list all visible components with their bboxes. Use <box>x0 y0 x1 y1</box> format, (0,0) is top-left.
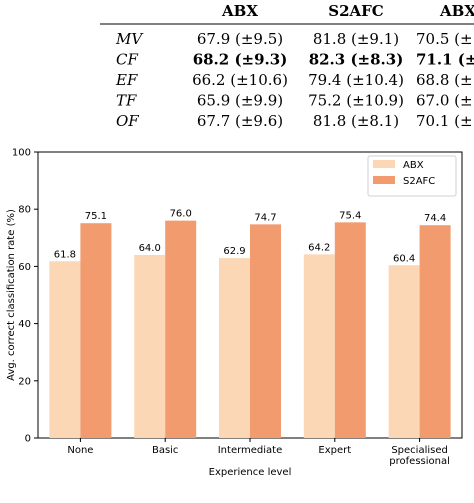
bar-value-label: 64.2 <box>308 242 330 253</box>
table-cell: 65.9 (±9.9) <box>197 92 283 110</box>
bar-abx <box>49 261 81 438</box>
x-tick-label: Specialised <box>391 445 448 456</box>
legend-label: S2AFC <box>403 176 435 187</box>
table-row-label: MV <box>115 30 144 48</box>
bar-value-label: 74.7 <box>254 212 276 223</box>
table-row-label: CF <box>116 51 138 69</box>
table-cell: 81.8 (±8.1) <box>313 112 399 130</box>
x-tick-label: Intermediate <box>218 445 283 456</box>
y-tick-label: 0 <box>25 434 31 445</box>
table-cell: 67.9 (±9.5) <box>197 30 283 48</box>
y-axis-label: Avg. correct classification rate (%) <box>6 209 17 381</box>
table-cell: 81.8 (±9.1) <box>313 30 399 48</box>
bar-abx <box>303 254 335 438</box>
legend-swatch-abx <box>373 160 395 168</box>
table-column-header: ABX <box>221 2 258 20</box>
bar-value-label: 64.0 <box>139 243 161 254</box>
x-tick-label: None <box>67 445 93 456</box>
bar-value-label: 76.0 <box>170 209 192 220</box>
x-tick-label: Basic <box>152 445 178 456</box>
y-tick-label: 60 <box>18 262 31 273</box>
table-column-header: S2AFC <box>328 2 384 20</box>
bar-value-label: 74.4 <box>424 213 446 224</box>
bar-s2afc <box>250 224 281 438</box>
table-column-header: ABX <box>439 2 474 20</box>
bar-s2afc <box>165 220 197 438</box>
results-table: ABX S2AFC ABX MV 67.9 (±9.5) 81.8 (±9.1) 70.5 … <box>100 2 474 130</box>
table-cell: 68.8 (± <box>416 71 473 89</box>
table-cell: 75.2 (±10.9) <box>308 92 404 110</box>
bar-value-label: 62.9 <box>223 246 245 257</box>
y-tick-label: 20 <box>18 376 31 387</box>
y-tick-label: 100 <box>12 148 31 159</box>
legend-swatch-s2afc <box>373 176 395 184</box>
bar-s2afc <box>419 225 451 438</box>
table-cell: 70.5 (± <box>416 30 473 48</box>
x-tick-label: professional <box>389 456 450 467</box>
table-cell: 79.4 (±10.4) <box>308 71 404 89</box>
table-row-label: EF <box>115 71 138 89</box>
table-cell: 66.2 (±10.6) <box>192 71 288 89</box>
x-tick-label: Expert <box>318 445 351 456</box>
table-row-label: OF <box>116 112 139 130</box>
y-tick-label: 80 <box>18 205 31 216</box>
bar-value-label: 75.4 <box>339 210 361 221</box>
bar-value-label: 75.1 <box>85 211 107 222</box>
bar-abx <box>134 254 166 438</box>
table-cell: 82.3 (±8.3) <box>309 51 404 69</box>
bar-value-label: 60.4 <box>393 253 415 264</box>
legend-label: ABX <box>403 160 424 171</box>
table-cell: 71.1 (± <box>416 51 474 69</box>
bar-abx <box>388 265 420 438</box>
table-cell: 68.2 (±9.3) <box>193 51 288 69</box>
bar-abx <box>219 258 250 438</box>
table-cell: 70.1 (± <box>416 112 473 130</box>
bar-s2afc <box>334 222 366 438</box>
x-axis-label: Experience level <box>209 467 292 478</box>
table-row-label: TF <box>116 92 137 110</box>
bar-s2afc <box>80 223 112 438</box>
table-cell: 67.0 (± <box>416 92 473 110</box>
bar-chart-svg: 0 20 40 60 80 100 Avg. correct classification … <box>6 148 463 478</box>
bar-chart: 0 20 40 60 80 100 Avg. correct classification … <box>0 140 474 498</box>
y-tick-label: 40 <box>18 319 31 330</box>
bar-value-label: 61.8 <box>54 249 76 260</box>
table-cell: 67.7 (±9.6) <box>197 112 283 130</box>
results-table-region: ABX S2AFC ABX MV 67.9 (±9.5) 81.8 (±9.1) 70.5 … <box>0 0 474 132</box>
